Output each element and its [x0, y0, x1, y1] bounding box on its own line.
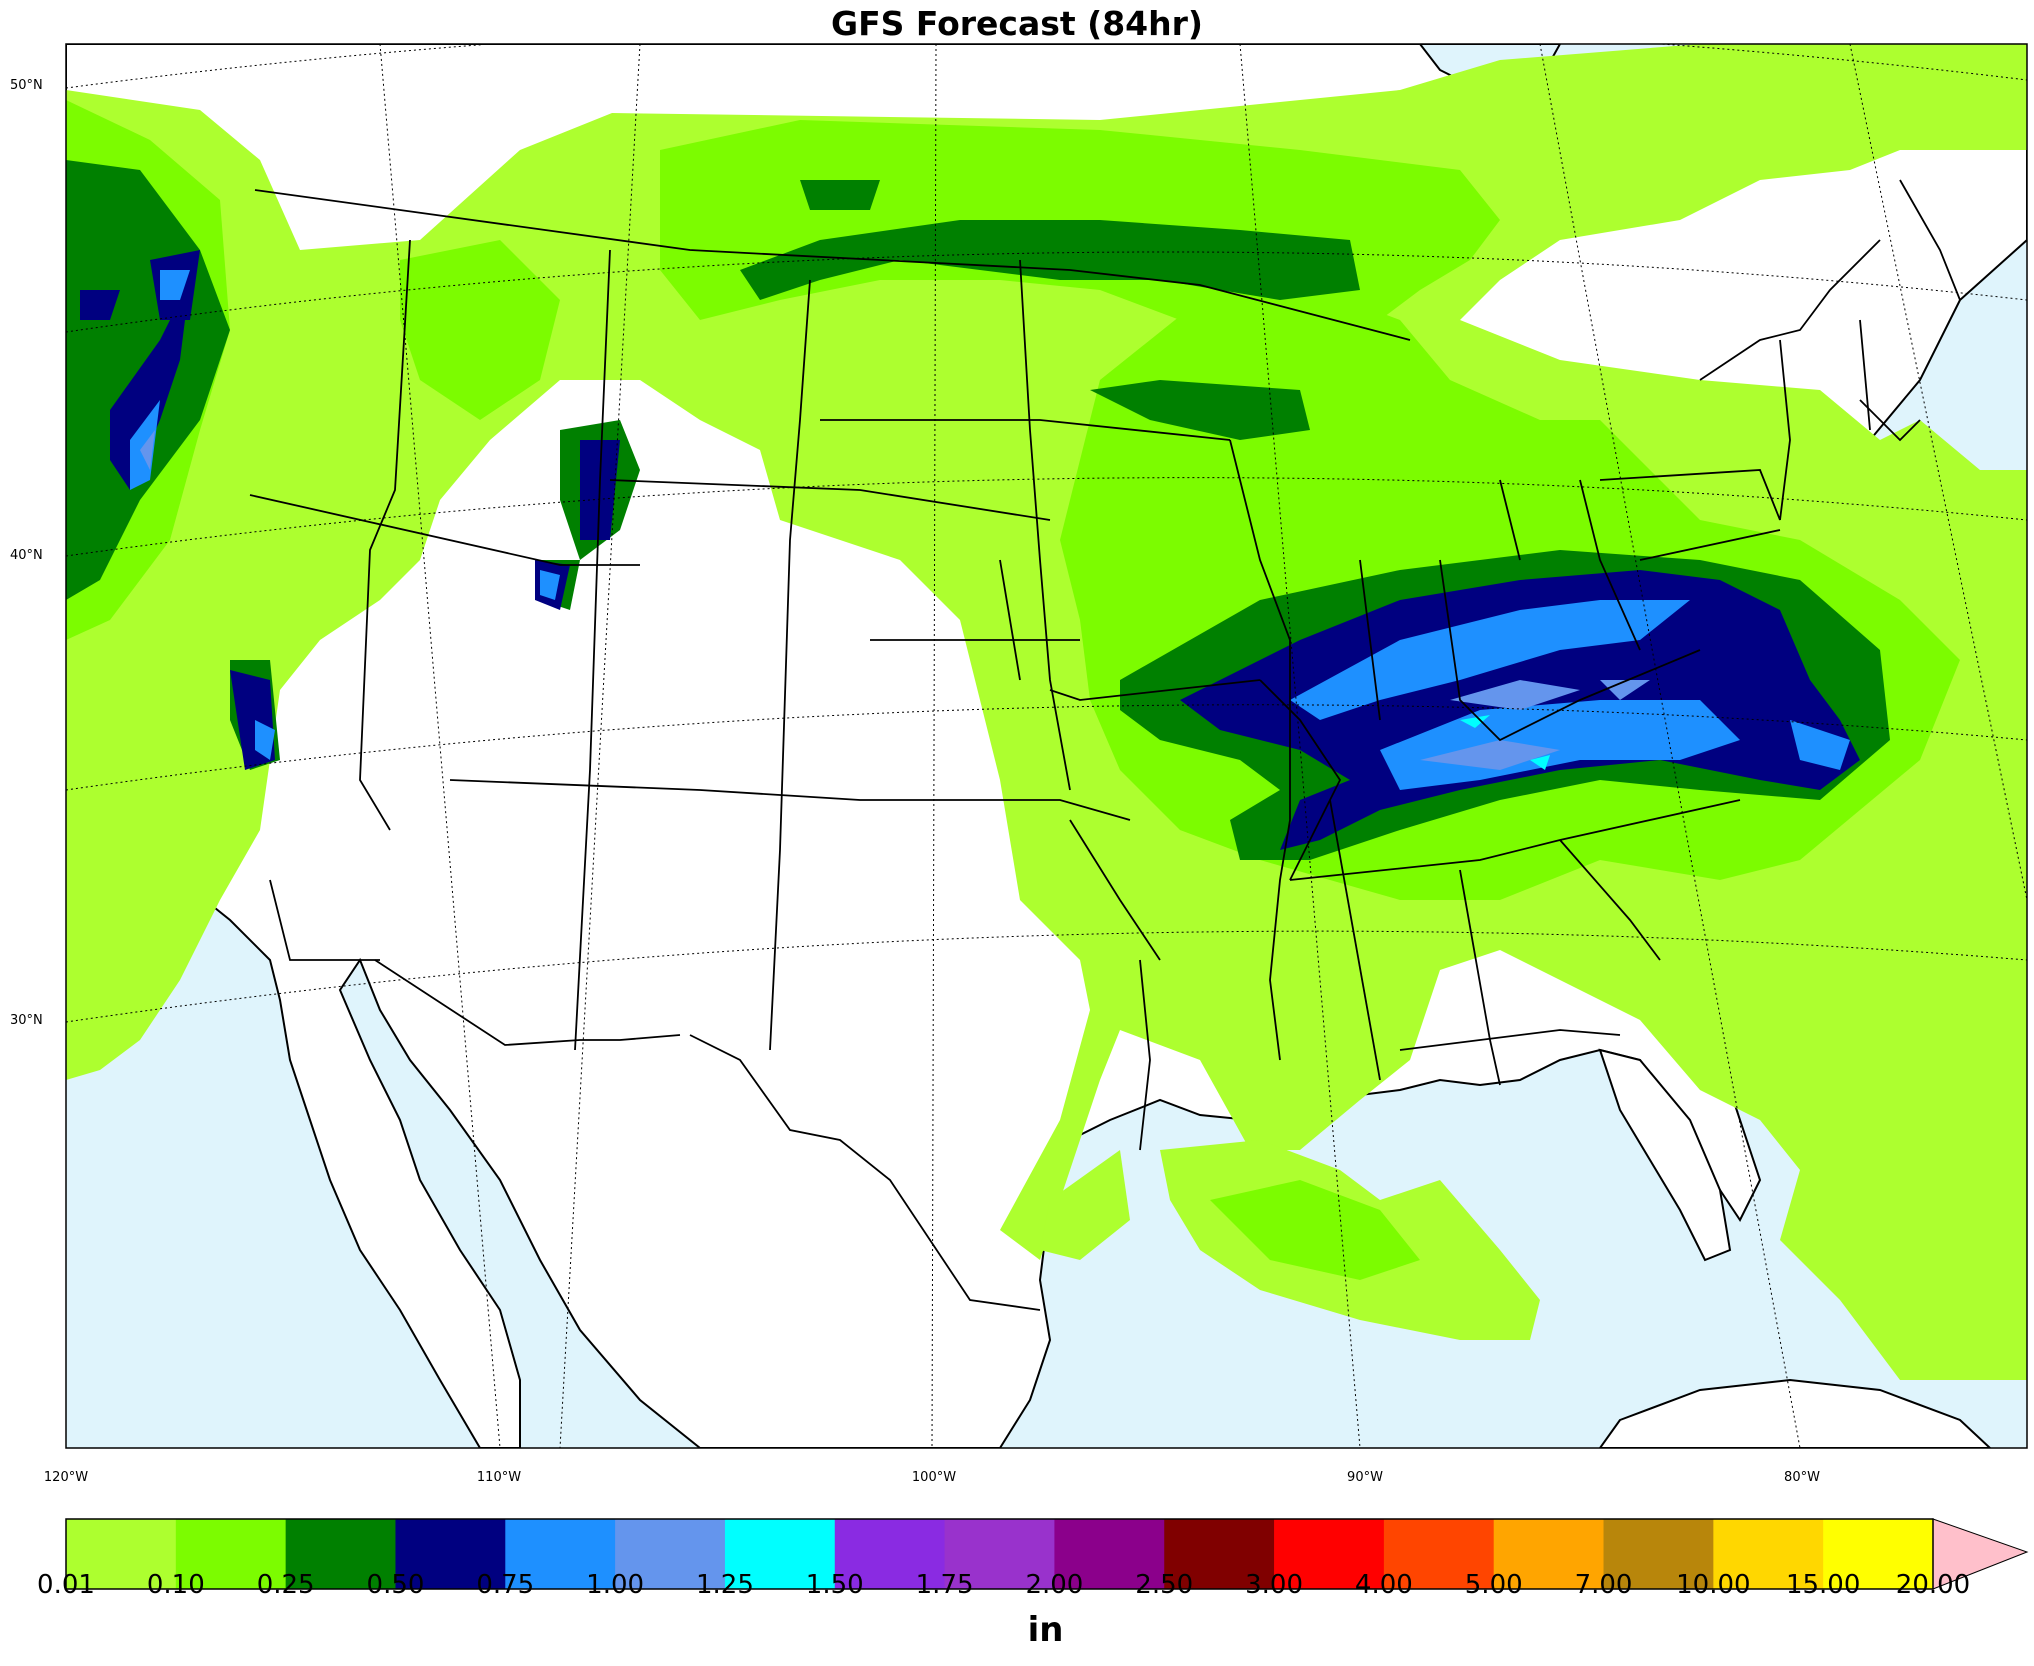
precip-level-1.00 [140, 430, 1650, 770]
colorbar-tick-label: 10.00 [1676, 1570, 1751, 1600]
colorbar-tick-label: 1.50 [805, 1570, 864, 1600]
lon-label-110w: 110°W [476, 1470, 522, 1485]
precipitation-map [65, 43, 2028, 1449]
state-borders [249, 179, 1961, 1311]
colorbar-tick-label: 1.25 [695, 1570, 754, 1600]
map-frame [65, 43, 2028, 1449]
colorbar-tick-label: 7.00 [1574, 1570, 1633, 1600]
colorbar-tick-label: 0.50 [366, 1570, 425, 1600]
colorbar-tick-label: 4.00 [1354, 1570, 1413, 1600]
graticule [66, 44, 2027, 1448]
lon-label-80w: 80°W [1784, 1470, 1820, 1485]
lon-label-120w: 120°W [43, 1470, 89, 1485]
lat-label-30: 30°N [10, 1013, 43, 1028]
colorbar-tick-label: 2.50 [1135, 1570, 1194, 1600]
colorbar-tick-label: 1.75 [915, 1570, 974, 1600]
colorbar-tick-label: 0.25 [256, 1570, 315, 1600]
colorbar-tick-label: 1.00 [586, 1570, 645, 1600]
lon-label-100w: 100°W [911, 1470, 957, 1485]
colorbar-tick-label: 20.00 [1895, 1570, 1971, 1600]
lon-label-90w: 90°W [1347, 1470, 1383, 1485]
lat-label-40: 40°N [10, 548, 43, 563]
cuba [1598, 1378, 1992, 1448]
colorbar-tick-label: 5.00 [1464, 1570, 1523, 1600]
colorbar-unit-label: in [1027, 1610, 1064, 1650]
lat-label-50: 50°N [10, 78, 43, 93]
precip-level-1.25 [1460, 715, 1550, 770]
florida [1598, 1048, 1732, 1262]
colorbar-tick-label: 0.75 [476, 1570, 535, 1600]
colorbar-frame [65, 1518, 1934, 1590]
colorbar-tick-label: 2.00 [1025, 1570, 1084, 1600]
colorbar-tick-label: 3.00 [1245, 1570, 1303, 1600]
colorbar-tick-label: 0.10 [146, 1570, 205, 1600]
colorbar-tick-label: 15.00 [1785, 1570, 1861, 1600]
map-title: GFS Forecast (84hr) [830, 4, 1203, 43]
colorbar-tick-label: 0.01 [37, 1570, 95, 1600]
